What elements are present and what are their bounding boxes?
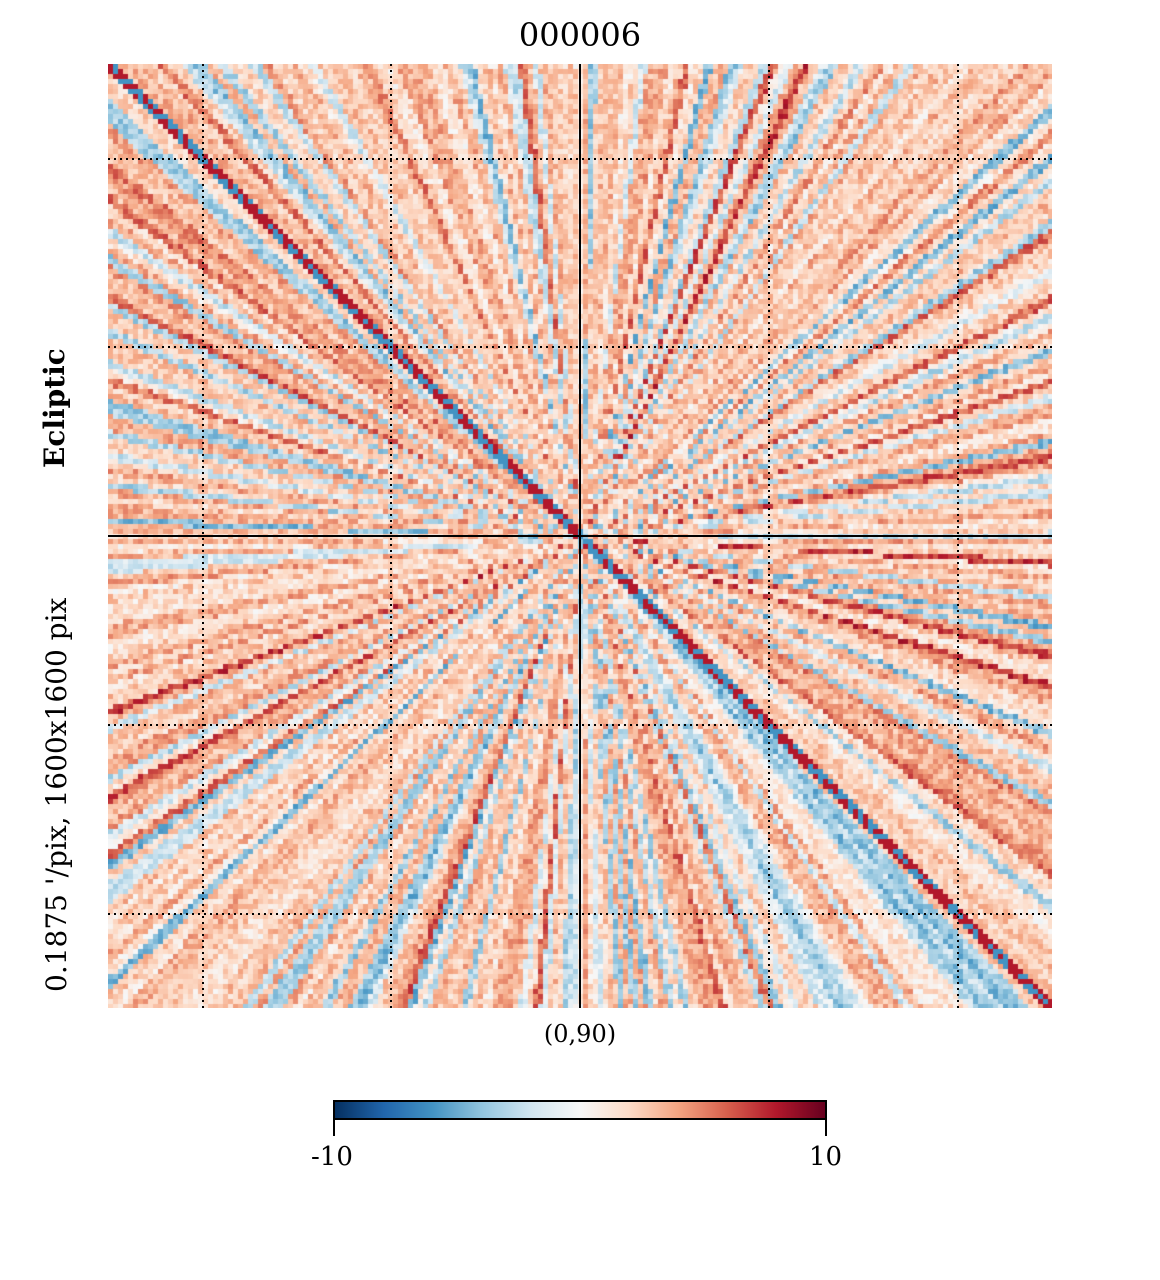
colorbar-tick-min <box>333 1120 335 1136</box>
colorbar <box>333 1100 827 1120</box>
colorbar-min-label: -10 <box>311 1142 353 1172</box>
center-coordinate-label: (0,90) <box>543 1020 617 1048</box>
colorbar-max-label: 10 <box>809 1142 843 1172</box>
graticule <box>108 64 1052 1008</box>
colorbar-tick-max <box>825 1120 827 1136</box>
resolution-label: 0.1875 '/pix, 1600x1600 pix <box>40 597 73 992</box>
coordinate-system-label: Ecliptic <box>38 348 71 468</box>
plot-title: 000006 <box>518 16 642 54</box>
